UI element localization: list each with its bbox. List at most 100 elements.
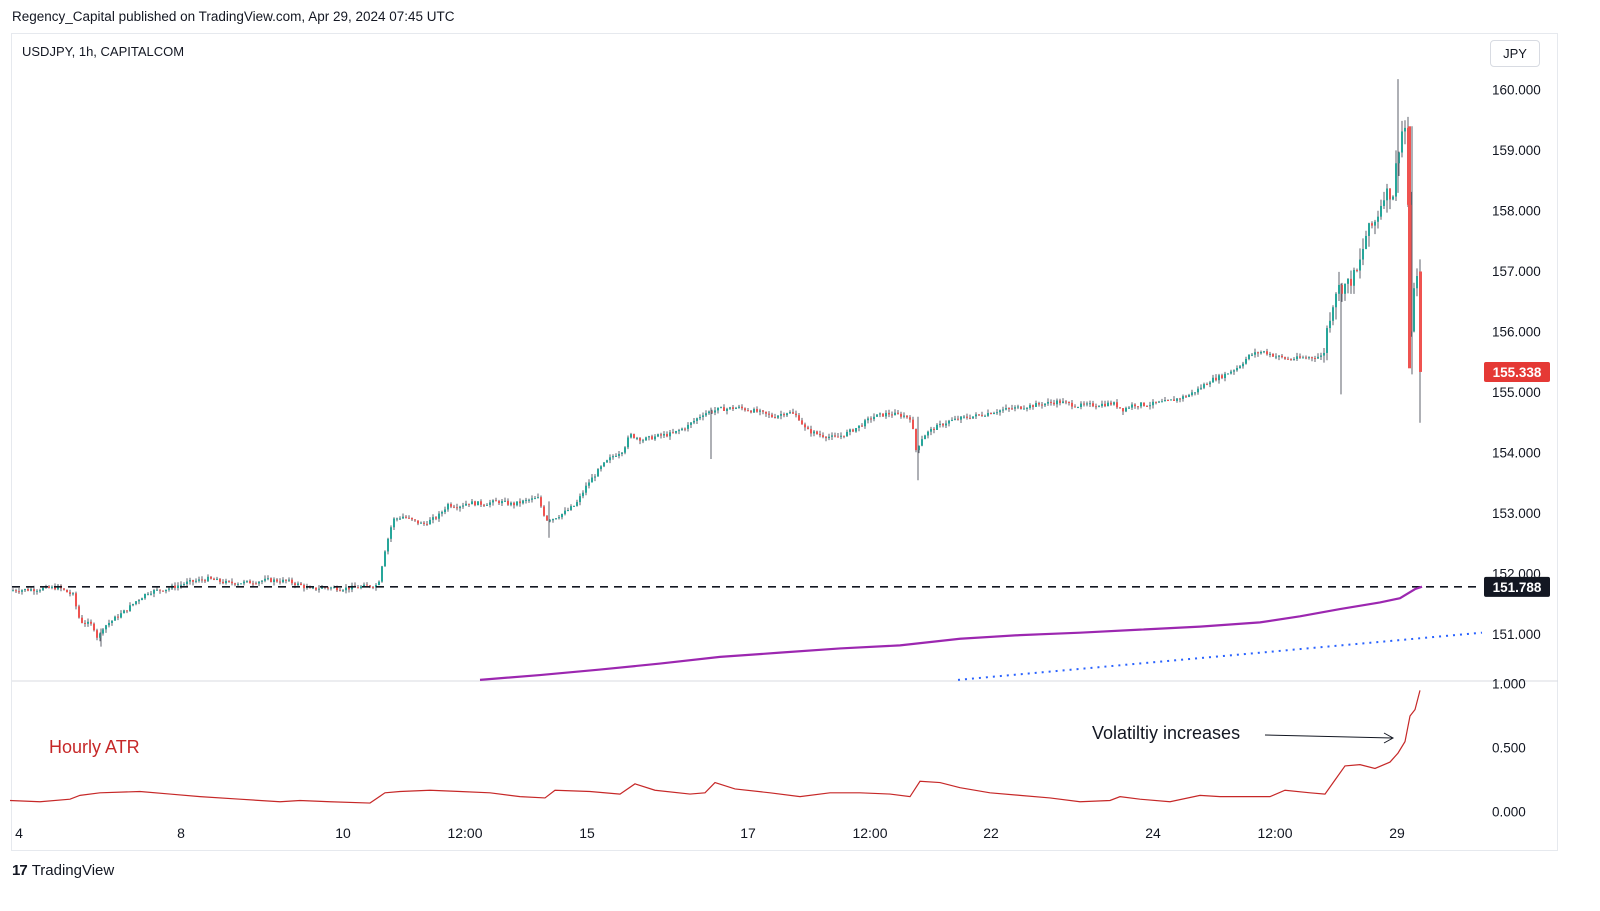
candle <box>138 600 140 602</box>
candle <box>1329 320 1331 329</box>
candle <box>1221 375 1223 379</box>
price-tick-label: 160.000 <box>1492 83 1541 98</box>
candle <box>918 445 920 451</box>
candle <box>126 610 128 612</box>
candle <box>894 412 896 416</box>
chart-frame <box>11 33 1558 851</box>
candle <box>1167 400 1169 402</box>
candle <box>1377 216 1379 222</box>
candle <box>987 412 989 416</box>
candle <box>789 412 791 414</box>
candle <box>315 587 317 590</box>
candle <box>627 437 629 448</box>
candle <box>93 623 95 631</box>
candle <box>69 592 71 594</box>
candle <box>1053 402 1055 405</box>
candle <box>651 436 653 440</box>
candle <box>663 433 665 436</box>
price-tick-label: 156.000 <box>1492 325 1541 340</box>
candle <box>141 598 143 601</box>
currency-button[interactable]: JPY <box>1490 40 1540 67</box>
candle <box>1395 163 1397 197</box>
candle <box>258 581 260 584</box>
candle <box>261 580 263 582</box>
atr-tick-label: 0.000 <box>1492 805 1526 820</box>
candle <box>552 519 554 521</box>
candle <box>333 587 335 589</box>
candle <box>1107 402 1109 407</box>
candle <box>1128 407 1130 409</box>
candle <box>393 518 395 528</box>
candle <box>825 436 827 439</box>
candle <box>216 578 218 580</box>
candle <box>120 613 122 618</box>
candle <box>267 578 269 580</box>
candle <box>879 413 881 415</box>
candle <box>1323 352 1325 356</box>
candle <box>717 407 719 411</box>
candle <box>792 412 794 414</box>
candle <box>339 590 341 592</box>
candle <box>153 590 155 594</box>
candle <box>633 434 635 438</box>
candle <box>1086 403 1088 405</box>
candle <box>465 503 467 506</box>
candle <box>162 590 164 592</box>
candle <box>150 593 152 595</box>
candle <box>1146 405 1148 407</box>
axes-layer: 160.000 159.000 158.000 157.000 156.000 155.0… <box>15 83 1550 841</box>
candle <box>870 418 872 420</box>
time-tick-label: 12:00 <box>852 825 887 841</box>
candle <box>345 587 347 591</box>
candle <box>72 593 74 595</box>
tradingview-logo[interactable]: 17 TradingView <box>12 862 114 879</box>
candle <box>1287 358 1289 360</box>
candle <box>603 462 605 467</box>
candle <box>1116 402 1118 408</box>
candle <box>1308 357 1310 359</box>
candle <box>954 418 956 420</box>
candle <box>711 411 713 413</box>
candle <box>330 587 332 589</box>
candle <box>423 522 425 524</box>
candle <box>1293 359 1295 361</box>
candle <box>1305 357 1307 359</box>
candle <box>555 518 557 520</box>
tradingview-logo-icon: 17 <box>12 862 28 879</box>
candle <box>1014 407 1016 409</box>
candle <box>684 428 686 430</box>
candle <box>948 420 950 424</box>
candle <box>939 423 941 425</box>
candle <box>585 485 587 493</box>
candle <box>657 434 659 437</box>
candle <box>474 501 476 506</box>
candle <box>972 416 974 419</box>
candle <box>1392 196 1394 200</box>
candle <box>915 429 917 451</box>
candle <box>225 580 227 584</box>
candle <box>378 581 380 585</box>
candle <box>78 606 80 618</box>
candle <box>477 501 479 506</box>
candle <box>1230 371 1232 374</box>
candle <box>1248 354 1250 360</box>
candle <box>699 416 701 419</box>
candle <box>312 587 314 589</box>
last-price-badge <box>1484 362 1550 383</box>
candle <box>1122 408 1124 412</box>
candle <box>426 523 428 525</box>
candle <box>546 515 548 521</box>
candle <box>930 428 932 432</box>
candle <box>429 519 431 525</box>
atr-tick-label: 0.500 <box>1492 741 1526 756</box>
candle <box>108 622 110 626</box>
candle <box>99 633 101 638</box>
candle <box>51 586 53 588</box>
candle <box>723 407 725 411</box>
candle <box>759 410 761 412</box>
candle <box>984 415 986 417</box>
candle <box>1194 392 1196 394</box>
candle <box>1170 399 1172 401</box>
candle <box>321 587 323 589</box>
